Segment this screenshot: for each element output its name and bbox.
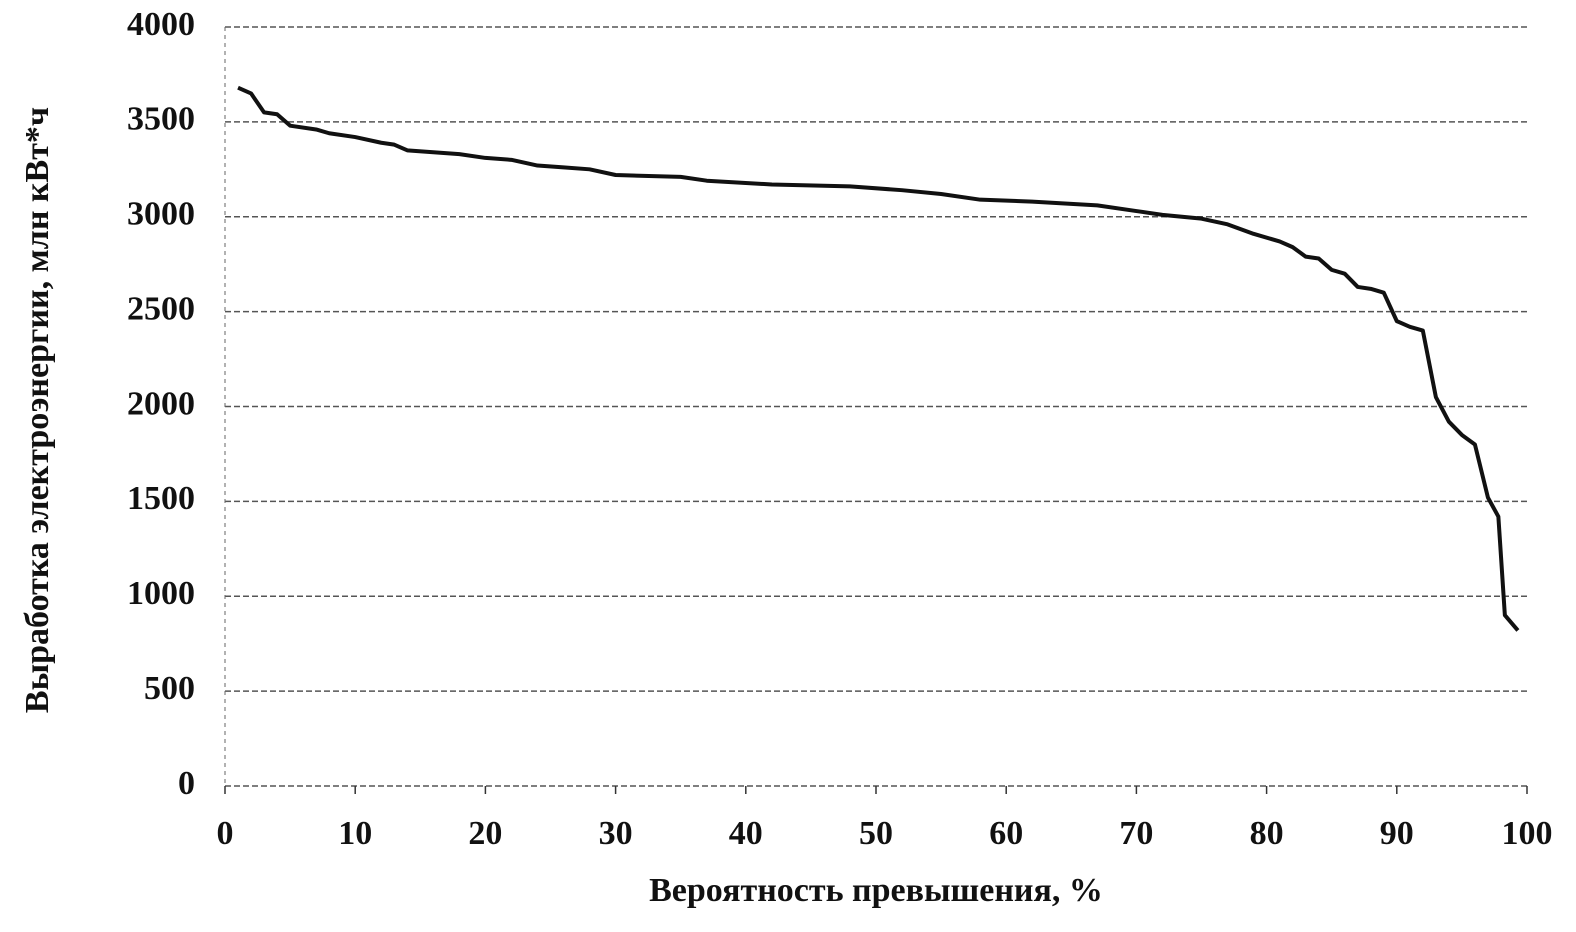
y-tick-label: 2500 bbox=[127, 290, 195, 327]
y-tick-label: 3500 bbox=[127, 101, 195, 138]
x-tick-label: 0 bbox=[217, 815, 234, 852]
x-tick-label: 70 bbox=[1119, 815, 1153, 852]
x-tick-label: 50 bbox=[859, 815, 893, 852]
x-tick-label: 100 bbox=[1502, 815, 1553, 852]
y-axis-label: Выработка электроэнергии, млн кВт*ч bbox=[19, 107, 56, 713]
y-tick-label: 1500 bbox=[127, 480, 195, 517]
y-tick-label: 3000 bbox=[127, 196, 195, 233]
x-tick-label: 90 bbox=[1380, 815, 1414, 852]
y-tick-label: 2000 bbox=[127, 385, 195, 422]
x-axis-label: Вероятность превышения, % bbox=[649, 872, 1103, 909]
data-line bbox=[237, 85, 1520, 632]
y-tick-label: 1000 bbox=[127, 575, 195, 612]
x-tick-label: 20 bbox=[468, 815, 502, 852]
x-tick-label: 60 bbox=[989, 815, 1023, 852]
y-tick-label: 4000 bbox=[127, 6, 195, 43]
x-tick-label: 80 bbox=[1250, 815, 1284, 852]
x-tick-label: 30 bbox=[599, 815, 633, 852]
y-tick-label: 500 bbox=[144, 670, 195, 707]
x-tick-label: 10 bbox=[338, 815, 372, 852]
y-tick-label: 0 bbox=[178, 765, 195, 802]
x-tick-label: 40 bbox=[729, 815, 763, 852]
